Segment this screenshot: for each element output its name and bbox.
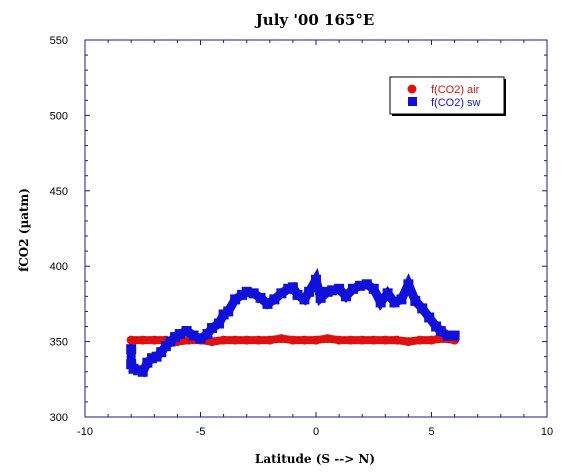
legend-label-air: f(CO2) air bbox=[431, 84, 480, 96]
air-point bbox=[299, 335, 309, 345]
air-point bbox=[126, 335, 136, 345]
air-point bbox=[138, 335, 148, 345]
sw-point bbox=[354, 280, 365, 291]
air-point bbox=[219, 335, 229, 345]
sw-point bbox=[382, 288, 393, 299]
y-tick-label: 400 bbox=[50, 261, 68, 273]
x-tick-label: -10 bbox=[77, 426, 93, 438]
y-tick-label: 350 bbox=[50, 337, 68, 349]
sw-point bbox=[304, 286, 315, 297]
air-point bbox=[253, 335, 263, 345]
sw-point bbox=[375, 297, 386, 308]
sw-point bbox=[213, 318, 224, 329]
sw-point bbox=[207, 323, 218, 334]
sw-point bbox=[403, 279, 414, 290]
air-point bbox=[357, 335, 367, 345]
x-tick-label: 10 bbox=[541, 426, 553, 438]
sw-point bbox=[188, 330, 199, 341]
sw-point bbox=[410, 295, 421, 306]
air-point bbox=[265, 335, 275, 345]
air-point bbox=[288, 335, 298, 345]
air-point bbox=[334, 335, 344, 345]
sw-point bbox=[276, 288, 287, 299]
air-point bbox=[369, 335, 379, 345]
sw-point bbox=[417, 303, 428, 314]
air-point bbox=[392, 335, 402, 345]
sw-point bbox=[137, 366, 148, 377]
sw-point bbox=[255, 292, 266, 303]
air-point bbox=[403, 337, 413, 347]
sw-point bbox=[435, 326, 446, 337]
air-point bbox=[276, 334, 286, 344]
air-point bbox=[207, 337, 217, 347]
sw-point bbox=[315, 292, 326, 303]
y-axis-label: fCO2 (µatm) bbox=[17, 188, 31, 272]
air-point bbox=[230, 335, 240, 345]
y-tick-label: 300 bbox=[50, 412, 68, 424]
sw-point bbox=[241, 286, 252, 297]
sw-point bbox=[230, 294, 241, 305]
air-point bbox=[346, 335, 356, 345]
sw-point bbox=[126, 344, 137, 355]
y-tick-label: 500 bbox=[50, 110, 68, 122]
air-point bbox=[311, 335, 321, 345]
air-point bbox=[380, 335, 390, 345]
legend-marker-sw bbox=[408, 97, 417, 106]
sw-point bbox=[361, 279, 372, 290]
x-tick-label: -5 bbox=[196, 426, 206, 438]
air-point bbox=[149, 335, 159, 345]
air-point bbox=[415, 335, 425, 345]
sw-point bbox=[449, 330, 460, 341]
air-point bbox=[242, 335, 252, 345]
sw-point bbox=[287, 282, 298, 293]
sw-point bbox=[389, 297, 400, 308]
sw-point bbox=[181, 326, 192, 337]
legend-box-shadow-bottom bbox=[392, 114, 506, 116]
air-point bbox=[427, 335, 436, 345]
y-axis: 300 350 400 450 500 550 bbox=[50, 35, 547, 424]
sw-point bbox=[368, 283, 379, 294]
sw-point bbox=[269, 294, 280, 305]
chart-title: July '00 165°E bbox=[254, 11, 375, 29]
sw-point bbox=[195, 333, 206, 344]
legend-box-shadow-right bbox=[504, 79, 506, 116]
x-axis: -10 -5 0 5 10 bbox=[77, 40, 553, 438]
sw-point bbox=[262, 298, 273, 309]
sw-point bbox=[334, 283, 345, 294]
sw-point bbox=[396, 294, 407, 305]
sw-point bbox=[202, 329, 213, 340]
sw-point bbox=[341, 291, 352, 302]
sw-point bbox=[311, 274, 321, 285]
sw-point bbox=[347, 283, 358, 294]
series-layer bbox=[126, 267, 460, 378]
x-axis-label: Latitude (S --> N) bbox=[255, 452, 375, 466]
sw-point bbox=[442, 330, 453, 341]
air-point bbox=[323, 334, 333, 344]
sw-point bbox=[223, 306, 234, 317]
sw-point bbox=[327, 285, 338, 296]
sw-point bbox=[424, 312, 435, 323]
y-tick-label: 550 bbox=[50, 35, 68, 47]
x-tick-label: 0 bbox=[313, 426, 319, 438]
legend-label-sw: f(CO2) sw bbox=[431, 97, 481, 109]
sw-point bbox=[248, 288, 259, 299]
sw-point bbox=[156, 347, 167, 358]
legend-marker-air bbox=[407, 84, 417, 94]
legend: f(CO2) air f(CO2) sw bbox=[389, 76, 506, 116]
x-tick-label: 5 bbox=[428, 426, 434, 438]
series-sw bbox=[126, 267, 460, 378]
y-tick-label: 450 bbox=[50, 186, 68, 198]
sw-point bbox=[174, 329, 185, 340]
sw-point bbox=[299, 294, 310, 305]
sw-point bbox=[292, 289, 303, 300]
